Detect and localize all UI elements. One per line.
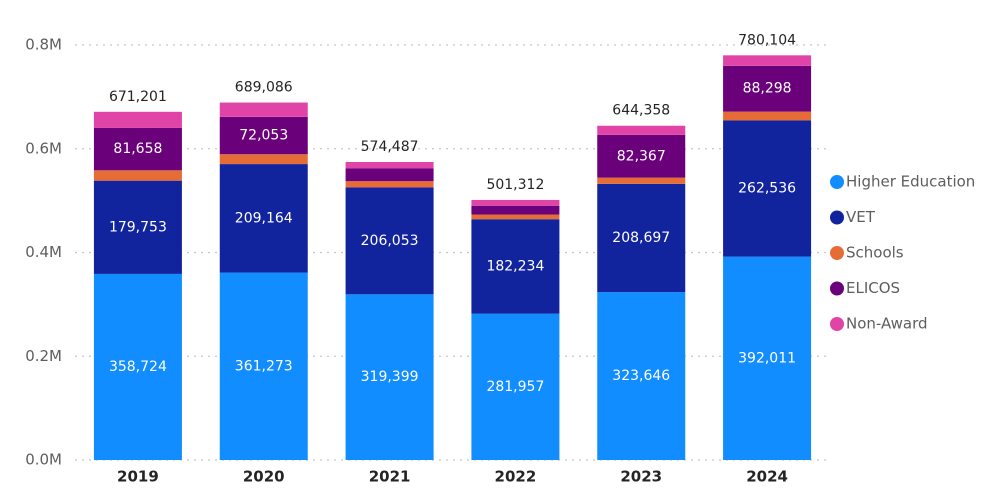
total-label: 574,487 [361, 139, 419, 155]
value-label: 323,646 [612, 368, 670, 384]
bar-segment [471, 219, 560, 314]
y-tick-label: 0.8M [25, 36, 62, 54]
value-label: 206,053 [361, 233, 419, 249]
value-label: 209,164 [235, 210, 293, 226]
x-tick-label: 2020 [243, 468, 285, 486]
value-label: 208,697 [612, 230, 670, 246]
value-label: 319,399 [361, 369, 419, 385]
value-label: 88,298 [743, 81, 792, 97]
total-label: 644,358 [612, 103, 670, 119]
bar-segment [471, 199, 560, 206]
bar-segment [597, 177, 686, 184]
legend-label: Non-Award [846, 315, 928, 333]
y-tick-label: 0.2M [25, 347, 62, 365]
x-tick-label: 2023 [620, 468, 662, 486]
bar-segment [345, 168, 434, 182]
value-label: 392,011 [738, 350, 796, 366]
legend-marker [830, 175, 844, 189]
value-label: 72,053 [239, 128, 288, 144]
total-label: 780,104 [738, 32, 796, 48]
bar-segment [219, 272, 308, 460]
legend-label: Schools [846, 244, 904, 262]
legend-marker [830, 210, 844, 225]
y-tick-label: 0.0M [25, 451, 62, 469]
value-label: 81,658 [113, 141, 162, 157]
bar-segment [219, 164, 308, 273]
value-label: 82,367 [617, 148, 666, 164]
bar-segment [723, 256, 812, 460]
x-tick-label: 2021 [369, 468, 411, 486]
bar-segment [345, 187, 434, 295]
value-label: 358,724 [109, 359, 167, 375]
bar-segment [723, 65, 812, 112]
bar-segment [597, 134, 686, 178]
value-label: 262,536 [738, 181, 796, 197]
bar-segment [597, 292, 686, 460]
value-label: 361,273 [235, 358, 293, 374]
bar-segment [471, 205, 560, 215]
bar-segment [345, 294, 434, 460]
bar-segment [723, 111, 812, 121]
bar-segment [471, 313, 560, 460]
legend-label: Higher Education [846, 173, 975, 191]
bar-segment [219, 102, 308, 117]
total-label: 689,086 [235, 80, 293, 96]
x-tick-label: 2022 [495, 468, 537, 486]
bar-segment [93, 170, 182, 181]
bar-segment [471, 214, 560, 220]
value-label: 182,234 [486, 258, 544, 274]
x-tick-label: 2024 [746, 468, 788, 486]
bar-segment [723, 55, 812, 66]
bar-segment [345, 161, 434, 169]
bar-segment [93, 111, 182, 128]
bar-segment [219, 116, 308, 155]
bar-segment [597, 183, 686, 293]
legend-marker [830, 246, 844, 260]
bar-segment [93, 127, 182, 171]
legend-marker [830, 281, 844, 296]
total-label: 671,201 [109, 89, 167, 105]
bar-segment [723, 120, 812, 257]
bar-segment [597, 125, 686, 135]
value-label: 281,957 [486, 379, 544, 395]
bar-segment [93, 180, 182, 274]
bar-segment [345, 181, 434, 188]
x-tick-label: 2019 [117, 468, 159, 486]
legend-label: ELICOS [846, 279, 900, 297]
total-label: 501,312 [486, 177, 544, 193]
legend-label: VET [846, 208, 876, 226]
y-tick-label: 0.4M [25, 243, 62, 261]
legend-marker [830, 317, 844, 331]
bar-segment [93, 273, 182, 460]
y-tick-label: 0.6M [25, 139, 62, 157]
bar-segment [219, 154, 308, 165]
value-label: 179,753 [109, 219, 167, 235]
